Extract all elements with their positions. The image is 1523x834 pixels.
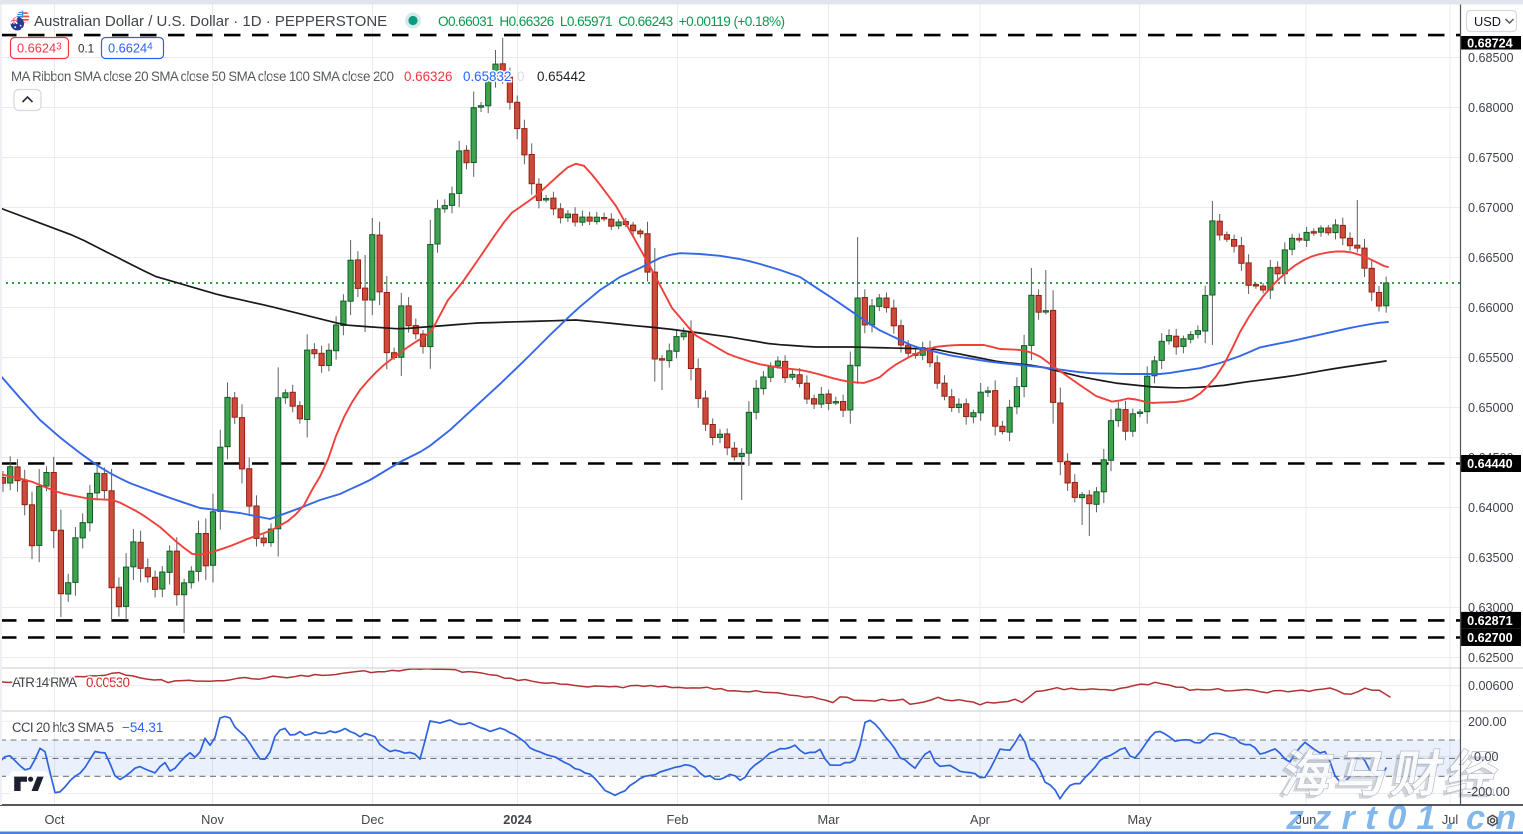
svg-text:0.68000: 0.68000: [1468, 101, 1514, 115]
svg-text:Feb: Feb: [666, 812, 688, 827]
svg-text:−54.31: −54.31: [122, 720, 163, 735]
svg-text:200.00: 200.00: [1468, 715, 1507, 729]
svg-text:2024: 2024: [503, 812, 532, 827]
svg-text:0.65000: 0.65000: [1468, 401, 1514, 415]
svg-text:0.65500: 0.65500: [1468, 351, 1514, 365]
svg-text:Jun: Jun: [1296, 812, 1317, 827]
svg-text:Oct: Oct: [45, 812, 65, 827]
svg-text:海马财经: 海马财经: [1279, 747, 1509, 802]
svg-text:USD: USD: [1474, 14, 1501, 29]
svg-text:0.00: 0.00: [1474, 750, 1499, 764]
svg-text:0.64000: 0.64000: [1468, 501, 1514, 515]
svg-text:0.66000: 0.66000: [1468, 301, 1514, 315]
svg-text:0.66244: 0.66244: [108, 41, 153, 56]
svg-text:ATR 14 RMA: ATR 14 RMA: [12, 675, 77, 690]
svg-text:0.68724: 0.68724: [1467, 37, 1513, 51]
svg-text:Apr: Apr: [970, 812, 991, 827]
svg-text:海马财经: 海马财经: [1275, 750, 1505, 805]
svg-text:0.62871: 0.62871: [1467, 614, 1513, 628]
svg-text:0.66243: 0.66243: [17, 41, 62, 56]
svg-text:Jul: Jul: [1442, 812, 1458, 827]
svg-text:0.00600: 0.00600: [1468, 679, 1514, 693]
svg-text:Mar: Mar: [817, 812, 840, 827]
svg-text:0.66326: 0.66326: [404, 69, 452, 84]
svg-text:0.62500: 0.62500: [1468, 651, 1514, 665]
svg-text:Nov: Nov: [201, 812, 224, 827]
svg-text:0.62700: 0.62700: [1467, 631, 1513, 645]
svg-text:0.67500: 0.67500: [1468, 151, 1514, 165]
svg-text:O0.66031 H0.66326 L0.65971 C0.: O0.66031 H0.66326 L0.65971 C0.66243 +0.0…: [438, 14, 785, 29]
svg-text:Australian Dollar / U.S. Dolla: Australian Dollar / U.S. Dollar · 1D · P…: [34, 13, 387, 30]
svg-text:0.66500: 0.66500: [1468, 251, 1514, 265]
svg-text:-200.00: -200.00: [1467, 785, 1510, 799]
svg-text:0.63000: 0.63000: [1468, 601, 1514, 615]
svg-text:0.65442: 0.65442: [537, 69, 585, 84]
svg-text:0.65832: 0.65832: [463, 69, 511, 84]
svg-text:May: May: [1128, 812, 1153, 827]
svg-text:MA Ribbon SMA close 20 SMA clo: MA Ribbon SMA close 20 SMA close 50 SMA …: [11, 69, 394, 84]
svg-text:Dec: Dec: [361, 812, 384, 827]
svg-text:0.1: 0.1: [78, 43, 94, 56]
svg-text:0.64440: 0.64440: [1467, 457, 1513, 471]
svg-text:0: 0: [517, 69, 524, 84]
svg-text:0.63500: 0.63500: [1468, 551, 1514, 565]
svg-text:CCI 20 hlc3 SMA 5: CCI 20 hlc3 SMA 5: [12, 720, 114, 735]
svg-text:0.68500: 0.68500: [1468, 51, 1514, 65]
svg-text:0.67000: 0.67000: [1468, 201, 1514, 215]
svg-text:0.00530: 0.00530: [86, 675, 130, 690]
